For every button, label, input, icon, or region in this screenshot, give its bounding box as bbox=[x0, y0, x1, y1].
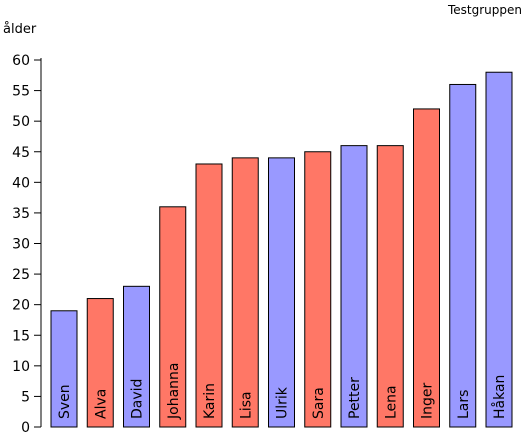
y-tick-label: 5 bbox=[21, 389, 30, 405]
bar bbox=[159, 206, 187, 428]
chart-title: Testgruppen bbox=[447, 3, 522, 17]
bar bbox=[268, 157, 295, 428]
y-tick-label: 60 bbox=[12, 53, 30, 69]
bar bbox=[304, 151, 332, 428]
category-label: Sven bbox=[57, 384, 73, 419]
y-axis-title: ålder bbox=[3, 22, 37, 37]
y-tick-label: 30 bbox=[12, 237, 30, 253]
y-tick-label: 0 bbox=[21, 420, 30, 436]
category-label: Petter bbox=[347, 377, 363, 419]
bar bbox=[340, 145, 368, 428]
category-label: Lisa bbox=[238, 391, 254, 419]
y-tick-label: 20 bbox=[12, 298, 30, 314]
y-tick-label: 50 bbox=[12, 114, 30, 130]
bar bbox=[376, 145, 404, 428]
y-tick-label: 45 bbox=[12, 145, 30, 161]
category-label: Ulrik bbox=[275, 386, 291, 419]
y-tick-label: 15 bbox=[12, 328, 30, 344]
category-label: Håkan bbox=[491, 375, 508, 419]
y-tick-label: 55 bbox=[12, 84, 30, 100]
y-axis: 0 5 10 15 20 25 30 35 40 45 50 55 60 bbox=[12, 53, 42, 436]
bar bbox=[449, 83, 477, 428]
category-label: David bbox=[130, 379, 146, 419]
bar bbox=[86, 298, 114, 428]
y-tick-label: 40 bbox=[12, 175, 30, 191]
bar bbox=[485, 71, 513, 428]
y-tick-label: 25 bbox=[12, 267, 30, 283]
category-label: Johanna bbox=[166, 363, 182, 420]
bar-labels: Sven Alva David Johanna Karin Lisa Ulrik Sara Pe… bbox=[57, 363, 508, 420]
category-label: Karin bbox=[202, 383, 218, 419]
bar bbox=[123, 285, 150, 428]
bar bbox=[231, 157, 259, 428]
bar bbox=[413, 108, 440, 428]
category-label: Inger bbox=[420, 382, 436, 419]
bars bbox=[50, 71, 513, 428]
category-label: Sara bbox=[311, 387, 327, 419]
category-label: Lars bbox=[456, 390, 472, 419]
bar bbox=[50, 310, 78, 428]
category-label: Alva bbox=[93, 389, 109, 419]
category-label: Lena bbox=[383, 385, 399, 419]
y-tick-label: 35 bbox=[12, 206, 30, 222]
y-tick-label: 10 bbox=[12, 359, 30, 375]
bar bbox=[195, 163, 223, 428]
